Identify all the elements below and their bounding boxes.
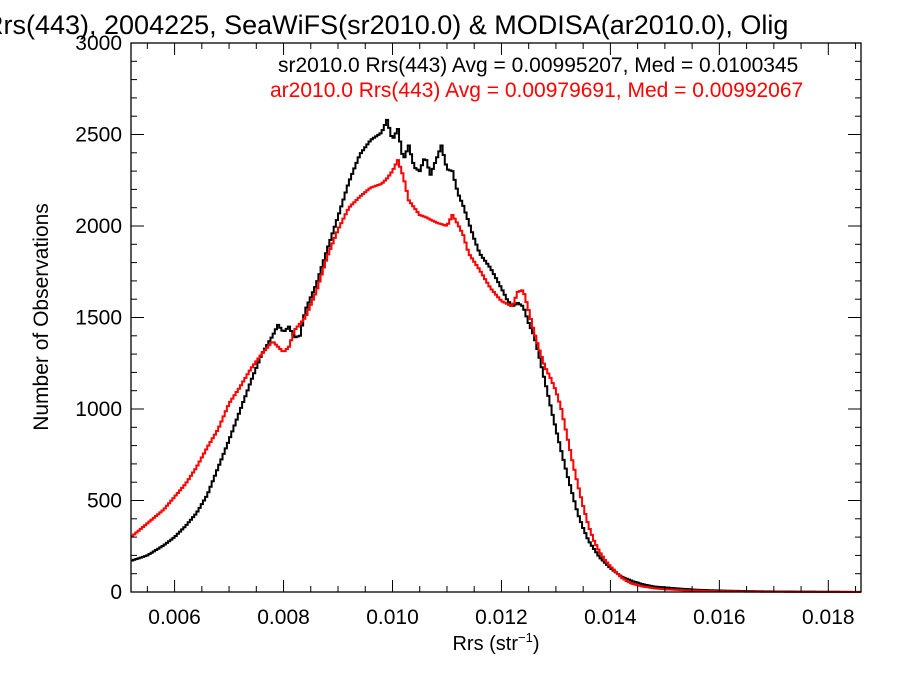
y-tick-label: 3000 [75, 32, 122, 55]
x-tick-label: 0.018 [802, 606, 855, 629]
y-tick-label: 2500 [75, 124, 122, 147]
y-tick-label: 1500 [75, 307, 122, 330]
series-line-sr2010 [131, 118, 861, 593]
y-tick-label: 2000 [75, 215, 122, 238]
y-tick-label: 500 [87, 490, 122, 513]
series-line-ar2010 [131, 159, 861, 593]
legend: sr2010.0 Rrs(443) Avg = 0.00995207, Med … [270, 54, 803, 102]
x-tick-label: 0.006 [148, 606, 201, 629]
x-axis-label: Rrs (str−1) [452, 630, 539, 655]
x-tick-label: 0.012 [475, 606, 528, 629]
axes-layer: 0.006 0.008 0.010 0.012 0.014 0.016 0.018 0 500 1… [75, 32, 861, 629]
x-tick-label: 0.008 [257, 606, 310, 629]
x-axis-label-close: ) [533, 633, 540, 655]
series-layer [131, 118, 861, 593]
chart-title: Rrs(443), 2004225, SeaWiFS(sr2010.0) & M… [0, 10, 788, 40]
x-tick-label: 0.016 [693, 606, 746, 629]
y-axis-label: Number of Observations [30, 203, 53, 431]
y-tick-label: 0 [110, 581, 122, 604]
x-axis-label-superscript: −1 [518, 630, 533, 645]
y-tick-label: 1000 [75, 398, 122, 421]
legend-entry-ar2010: ar2010.0 Rrs(443) Avg = 0.00979691, Med … [270, 79, 803, 102]
legend-entry-sr2010: sr2010.0 Rrs(443) Avg = 0.00995207, Med … [278, 54, 798, 77]
plot-frame [130, 42, 862, 593]
x-tick-label: 0.010 [366, 606, 419, 629]
x-tick-label: 0.014 [584, 606, 637, 629]
x-axis-label-text: Rrs (str [452, 633, 518, 655]
